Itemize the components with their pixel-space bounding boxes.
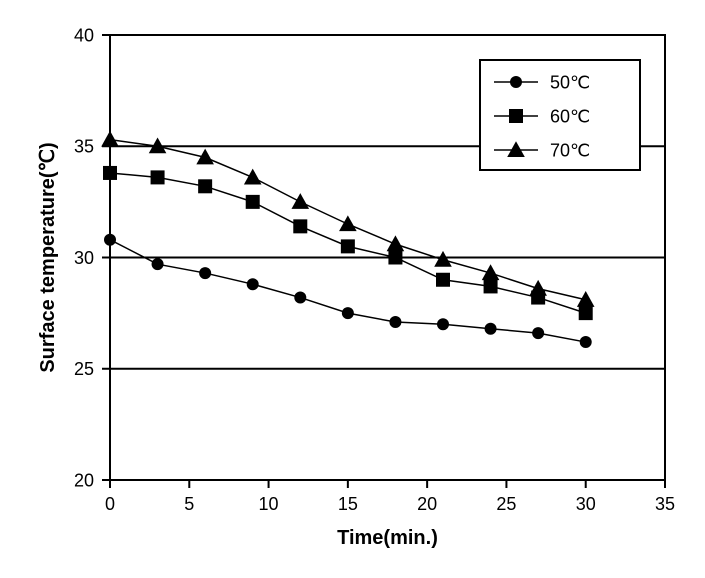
legend: 50℃ 60℃ 70℃ [480, 60, 640, 170]
x-tick-label: 35 [655, 494, 675, 514]
y-tick-label: 20 [74, 470, 94, 490]
x-axis-label: Time(min.) [337, 527, 438, 549]
marker-circle [580, 336, 592, 348]
marker-square [484, 279, 498, 293]
chart-container: 0 5 10 15 20 25 30 35 20 25 30 35 40 Time(min.) Surfac… [0, 0, 705, 578]
marker-square [388, 251, 402, 265]
chart-svg: 0 5 10 15 20 25 30 35 20 25 30 35 40 Time(min.) Surfac… [0, 0, 705, 578]
y-tick-label: 25 [74, 359, 94, 379]
x-tick-label: 25 [496, 494, 516, 514]
marker-circle [485, 323, 497, 335]
marker-circle [510, 76, 522, 88]
x-tick-label: 20 [417, 494, 437, 514]
x-tick-label: 10 [259, 494, 279, 514]
x-tick-label: 30 [576, 494, 596, 514]
legend-label: 60℃ [550, 106, 590, 126]
legend-label: 70℃ [550, 140, 590, 160]
marker-square [103, 166, 117, 180]
marker-circle [152, 258, 164, 270]
marker-circle [389, 316, 401, 328]
marker-square [579, 306, 593, 320]
y-tick-label: 35 [74, 137, 94, 157]
x-tick-label: 0 [105, 494, 115, 514]
marker-circle [532, 327, 544, 339]
marker-circle [199, 267, 211, 279]
y-axis-label: Surface temperature(℃) [37, 142, 59, 372]
x-tick-label: 5 [184, 494, 194, 514]
marker-square [509, 109, 523, 123]
marker-circle [104, 234, 116, 246]
marker-square [198, 179, 212, 193]
marker-circle [247, 278, 259, 290]
y-tick-label: 40 [74, 25, 94, 45]
x-tick-label: 15 [338, 494, 358, 514]
marker-square [246, 195, 260, 209]
marker-circle [342, 307, 354, 319]
y-tick-label: 30 [74, 248, 94, 268]
marker-circle [437, 318, 449, 330]
legend-label: 50℃ [550, 72, 590, 92]
marker-square [341, 239, 355, 253]
marker-square [151, 170, 165, 184]
marker-circle [294, 292, 306, 304]
marker-square [293, 219, 307, 233]
marker-square [436, 273, 450, 287]
